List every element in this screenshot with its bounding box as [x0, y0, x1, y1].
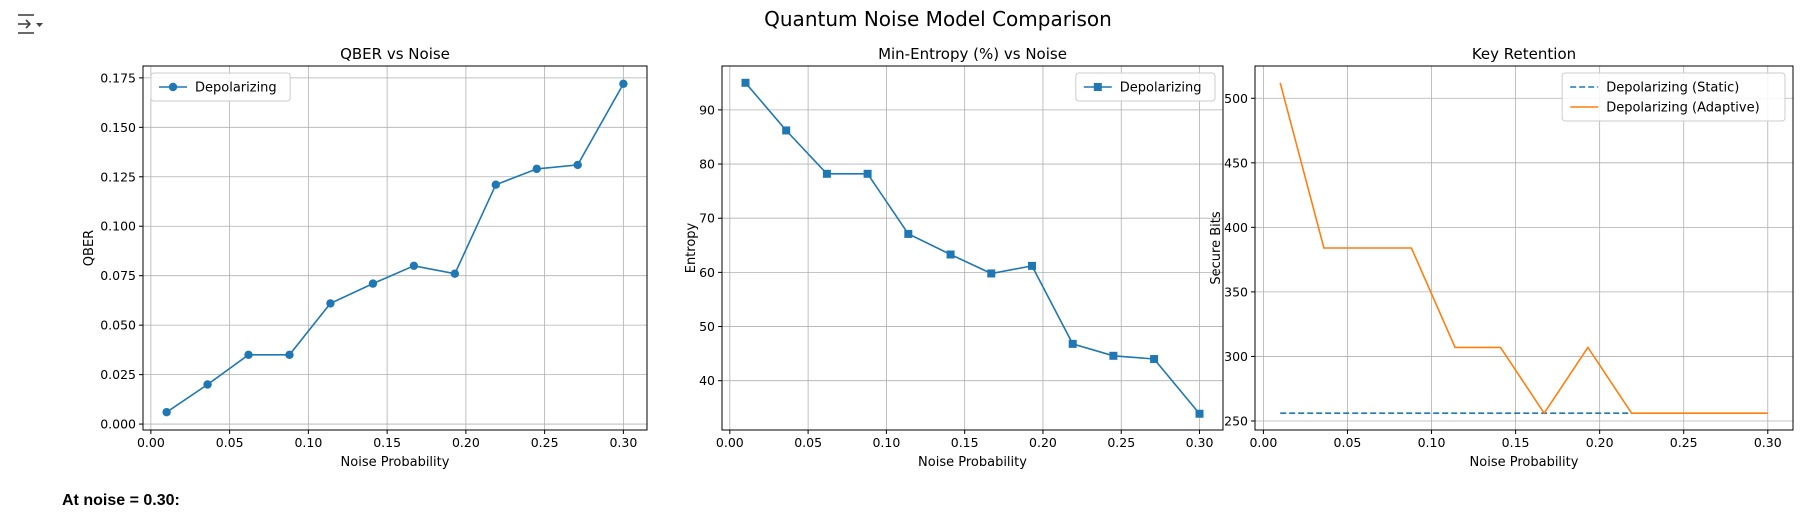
y-tick-label: 80 [699, 157, 715, 172]
data-point [409, 261, 419, 271]
data-point [162, 407, 171, 417]
legend-marker [168, 82, 178, 92]
data-point [573, 160, 582, 170]
figure-suptitle: Quantum Noise Model Comparison [764, 7, 1112, 31]
legend: Depolarizing (Static) Depolarizing (Adapt… [1561, 72, 1786, 122]
legend-label: Depolarizing [195, 81, 277, 96]
x-tick-label: 0.20 [1029, 435, 1057, 450]
data-point [1027, 261, 1036, 270]
data-point [450, 269, 460, 278]
data-point [946, 250, 955, 259]
x-tick-label: 0.05 [216, 435, 244, 450]
collapse-output-icon[interactable] [16, 12, 44, 36]
data-point [619, 79, 628, 89]
x-tick-label: 0.15 [1502, 435, 1530, 450]
y-tick-label: 0.100 [100, 219, 136, 234]
y-axis-label: Entropy [684, 222, 699, 273]
x-tick-label: 0.00 [1249, 435, 1277, 450]
y-tick-label: 0.175 [100, 70, 136, 85]
data-point [987, 269, 996, 278]
legend: Depolarizing [150, 72, 291, 102]
series-line [166, 83, 625, 413]
x-tick-label: 0.05 [1334, 435, 1362, 450]
x-tick-label: 0.20 [452, 435, 480, 450]
data-point [368, 279, 378, 288]
x-axis-label: Noise Probability [1470, 455, 1579, 470]
y-tick-label: 0.150 [100, 120, 136, 135]
result-note: At noise = 0.30: [62, 492, 180, 509]
legend-marker [1093, 83, 1102, 91]
data-point [326, 299, 335, 308]
chart-title: QBER vs Noise [340, 45, 450, 63]
legend-label: Depolarizing [1120, 81, 1202, 96]
legend-label: Depolarizing (Adaptive) [1606, 101, 1760, 116]
data-point [863, 169, 872, 178]
legend-box [1075, 72, 1216, 102]
data-point [1068, 339, 1077, 348]
axes-frame [721, 65, 1224, 431]
series-line [744, 82, 1201, 415]
y-tick-label: 60 [699, 265, 715, 280]
data-point [244, 350, 253, 360]
chart-title: Key Retention [1472, 45, 1576, 63]
data-point [532, 164, 541, 174]
x-tick-label: 0.20 [1586, 435, 1614, 450]
y-tick-label: 0.050 [100, 318, 136, 333]
chart-panel-2: 0.00 0.05 0.10 0.15 0.20 0.25 0.30 40 50 60 70 80 90… [684, 45, 1224, 470]
chart-panel-1: 0.00 0.05 0.10 0.15 0.20 0.25 0.30 0.000 0.025 0.… [82, 45, 648, 470]
x-tick-label: 0.30 [1754, 435, 1782, 450]
y-tick-label: 500 [1224, 91, 1248, 106]
data-point [1195, 409, 1204, 418]
data-point [1150, 355, 1159, 364]
data-point [285, 350, 294, 360]
x-tick-label: 0.10 [294, 435, 322, 450]
axes-frame [1254, 65, 1794, 431]
x-tick-label: 0.10 [1418, 435, 1446, 450]
y-tick-label: 40 [699, 373, 715, 388]
data-point [1109, 351, 1118, 360]
y-tick-label: 0.125 [100, 169, 136, 184]
series-line [1279, 82, 1768, 415]
axes-frame [142, 65, 648, 431]
legend-label: Depolarizing (Static) [1606, 81, 1739, 96]
legend-box [150, 72, 291, 102]
y-tick-label: 0.075 [100, 268, 136, 283]
y-tick-label: 300 [1224, 349, 1248, 364]
x-tick-label: 0.25 [1107, 435, 1135, 450]
legend: Depolarizing [1075, 72, 1216, 102]
figure: Quantum Noise Model Comparison 0.00 0.05 0… [82, 7, 1794, 470]
y-tick-label: 90 [699, 102, 715, 117]
legend-box [1561, 72, 1786, 122]
x-tick-label: 0.15 [951, 435, 979, 450]
chart-title: Min-Entropy (%) vs Noise [878, 45, 1067, 63]
x-tick-label: 0.00 [716, 435, 744, 450]
data-point [203, 380, 212, 389]
chart-panel-3: 0.00 0.05 0.10 0.15 0.20 0.25 0.30 250 300 350 400… [1209, 45, 1794, 470]
x-axis-label: Noise Probability [341, 455, 450, 470]
y-tick-label: 0.025 [100, 367, 136, 382]
x-tick-label: 0.10 [872, 435, 900, 450]
x-tick-label: 0.25 [531, 435, 559, 450]
data-point [491, 180, 500, 189]
x-tick-label: 0.30 [1186, 435, 1214, 450]
y-tick-label: 0.000 [100, 417, 136, 432]
y-tick-label: 70 [699, 211, 715, 226]
data-point [822, 169, 831, 178]
data-point [782, 126, 791, 135]
y-tick-label: 400 [1224, 220, 1248, 235]
x-tick-label: 0.15 [373, 435, 401, 450]
y-axis-label: QBER [82, 230, 97, 266]
data-point [904, 229, 913, 238]
y-tick-label: 50 [699, 319, 715, 334]
x-axis-label: Noise Probability [918, 455, 1027, 470]
x-tick-label: 0.30 [609, 435, 637, 450]
x-tick-label: 0.25 [1670, 435, 1698, 450]
x-tick-label: 0.00 [137, 435, 165, 450]
y-tick-label: 250 [1224, 413, 1248, 428]
y-tick-label: 350 [1224, 284, 1248, 299]
y-axis-label: Secure Bits [1209, 211, 1224, 284]
x-tick-label: 0.05 [794, 435, 822, 450]
data-point [741, 78, 750, 87]
y-tick-label: 450 [1224, 155, 1248, 170]
